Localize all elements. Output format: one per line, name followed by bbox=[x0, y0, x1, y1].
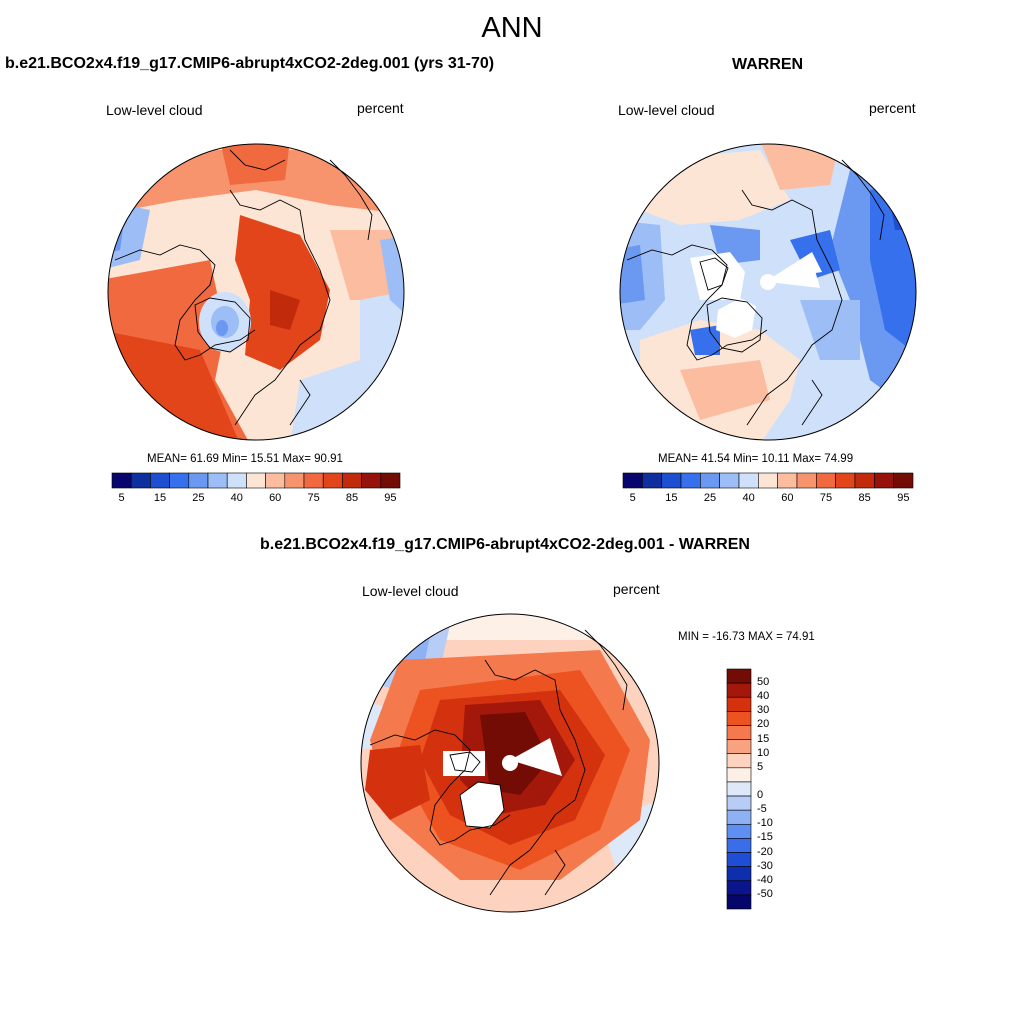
colorbar-swatch bbox=[726, 809, 752, 825]
colorbar-swatch bbox=[726, 739, 752, 755]
colorbar-tick-label: 15 bbox=[665, 492, 678, 504]
colorbar-swatch bbox=[680, 472, 701, 489]
colorbar-tick-label: 60 bbox=[269, 492, 282, 504]
obs-units-label: percent bbox=[869, 100, 916, 116]
colorbar-tick-label: 15 bbox=[757, 732, 770, 745]
obs-colorbar bbox=[622, 472, 914, 489]
colorbar-tick-label: 15 bbox=[153, 492, 167, 504]
colorbar-swatch bbox=[661, 472, 682, 489]
colorbar-swatch bbox=[726, 711, 752, 726]
case-units-label: percent bbox=[357, 100, 404, 116]
case-variable-label: Low-level cloud bbox=[106, 102, 203, 118]
colorbar-tick-label: 50 bbox=[757, 676, 770, 689]
colorbar-swatch bbox=[130, 472, 151, 489]
colorbar-tick-label: -40 bbox=[757, 873, 773, 886]
colorbar-tick-label: 85 bbox=[858, 492, 871, 504]
colorbar-tick-label: -5 bbox=[757, 803, 767, 816]
colorbar-swatch bbox=[726, 781, 752, 797]
colorbar-tick-label: 0 bbox=[757, 789, 764, 802]
colorbar-swatch bbox=[265, 472, 286, 489]
colorbar-swatch bbox=[777, 472, 798, 489]
colorbar-swatch bbox=[726, 668, 752, 684]
colorbar-swatch bbox=[322, 472, 343, 489]
diff-polar-map bbox=[360, 613, 660, 913]
colorbar-swatch bbox=[284, 472, 305, 489]
colorbar-tick-label: -50 bbox=[757, 887, 773, 900]
colorbar-swatch bbox=[207, 472, 228, 489]
diff-panel-header: b.e21.BCO2x4.f19_g17.CMIP6-abrupt4xCO2-2… bbox=[260, 536, 750, 553]
colorbar-swatch bbox=[726, 696, 752, 712]
colorbar-swatch bbox=[816, 472, 836, 489]
colorbar-swatch bbox=[150, 472, 170, 489]
diff-units-label: percent bbox=[613, 581, 660, 597]
colorbar-tick-label: 75 bbox=[307, 492, 320, 504]
colorbar-tick-label: 95 bbox=[897, 492, 910, 504]
colorbar-swatch bbox=[854, 472, 875, 489]
case-polar-map bbox=[107, 143, 405, 441]
case-panel-header: b.e21.BCO2x4.f19_g17.CMIP6-abrupt4xCO2-2… bbox=[5, 55, 495, 72]
colorbar-tick-label: 5 bbox=[118, 492, 125, 504]
colorbar-swatch bbox=[719, 472, 740, 489]
colorbar-swatch bbox=[726, 880, 752, 896]
obs-polar-map bbox=[619, 143, 917, 441]
diff-variable-label: Low-level cloud bbox=[362, 583, 459, 599]
colorbar-tick-label: 10 bbox=[757, 746, 770, 759]
diff-stats: MIN = -16.73 MAX = 74.91 bbox=[678, 631, 815, 643]
colorbar-swatch bbox=[738, 472, 759, 489]
colorbar-tick-label: 95 bbox=[384, 492, 397, 504]
colorbar-swatch bbox=[361, 472, 382, 489]
colorbar-tick-label: 5 bbox=[757, 760, 764, 773]
case-stats: MEAN= 61.69 Min= 15.51 Max= 90.91 bbox=[147, 453, 343, 465]
colorbar-swatch bbox=[303, 472, 324, 489]
colorbar-tick-label: 85 bbox=[345, 492, 359, 504]
colorbar-swatch bbox=[726, 753, 752, 769]
colorbar-swatch bbox=[642, 472, 662, 489]
obs-stats: MEAN= 41.54 Min= 10.11 Max= 74.99 bbox=[658, 453, 854, 465]
colorbar-tick-label: 25 bbox=[192, 492, 205, 504]
colorbar-swatch bbox=[726, 767, 752, 783]
diff-colorbar bbox=[726, 668, 752, 910]
colorbar-swatch bbox=[622, 472, 643, 489]
colorbar-tick-label: 75 bbox=[819, 492, 833, 504]
colorbar-swatch bbox=[726, 823, 752, 839]
colorbar-swatch bbox=[726, 725, 752, 740]
colorbar-swatch bbox=[796, 472, 817, 489]
colorbar-swatch bbox=[726, 852, 752, 867]
colorbar-tick-label: 5 bbox=[629, 492, 636, 504]
colorbar-swatch bbox=[726, 682, 752, 698]
colorbar-swatch bbox=[835, 472, 856, 489]
colorbar-tick-label: 40 bbox=[757, 690, 770, 703]
colorbar-swatch bbox=[188, 472, 209, 489]
colorbar-swatch bbox=[700, 472, 720, 489]
obs-panel-header: WARREN bbox=[732, 56, 804, 73]
colorbar-swatch bbox=[726, 866, 752, 882]
colorbar-tick-label: 30 bbox=[757, 704, 770, 717]
colorbar-swatch bbox=[246, 472, 266, 489]
colorbar-swatch bbox=[726, 894, 752, 910]
colorbar-tick-label: 25 bbox=[703, 492, 717, 504]
colorbar-tick-label: 40 bbox=[742, 492, 755, 504]
colorbar-tick-label: 40 bbox=[230, 492, 243, 504]
colorbar-swatch bbox=[874, 472, 894, 489]
colorbar-tick-label: 20 bbox=[757, 718, 770, 731]
colorbar-swatch bbox=[758, 472, 778, 489]
colorbar-swatch bbox=[726, 838, 752, 853]
colorbar-swatch bbox=[342, 472, 362, 489]
case-colorbar bbox=[111, 472, 401, 489]
colorbar-tick-label: -30 bbox=[757, 859, 773, 872]
colorbar-swatch bbox=[726, 795, 752, 811]
colorbar-swatch bbox=[893, 472, 914, 489]
colorbar-swatch bbox=[226, 472, 247, 489]
colorbar-swatch bbox=[380, 472, 401, 489]
colorbar-swatch bbox=[169, 472, 190, 489]
colorbar-tick-label: 60 bbox=[781, 492, 794, 504]
figure-title: ANN bbox=[481, 12, 543, 44]
colorbar-tick-label: -10 bbox=[757, 817, 773, 830]
colorbar-tick-label: -15 bbox=[757, 831, 773, 844]
colorbar-swatch bbox=[111, 472, 132, 489]
obs-variable-label: Low-level cloud bbox=[618, 102, 715, 118]
colorbar-tick-label: -20 bbox=[757, 845, 773, 858]
